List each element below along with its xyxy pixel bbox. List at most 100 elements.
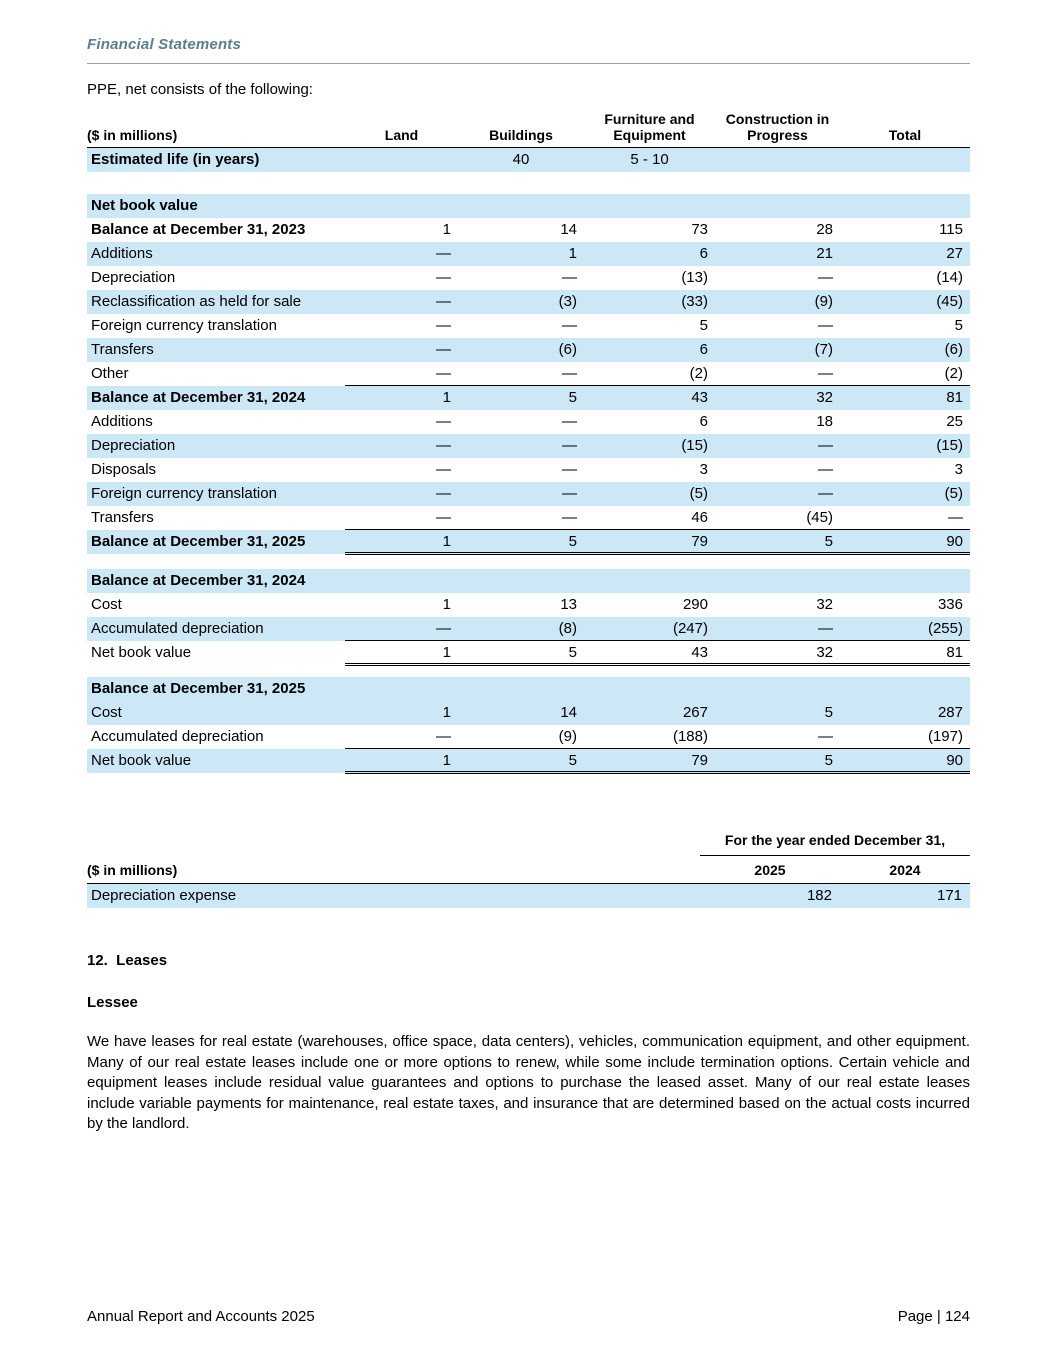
- cell-value: 182: [806, 887, 832, 905]
- table-row: Cost 1 13 290 32 336: [87, 593, 970, 617]
- row-label: Reclassification as held for sale: [91, 293, 302, 310]
- cell-value: [345, 569, 458, 593]
- cell-value: —: [436, 317, 451, 334]
- row-label: Additions: [91, 245, 153, 262]
- row-label: Balance at December 31, 2024: [91, 389, 306, 406]
- cell-value: 1: [442, 704, 451, 721]
- table-row: Net book value: [87, 193, 970, 218]
- year-span-header: For the year ended December 31,: [700, 830, 971, 856]
- cell-value: (8): [458, 616, 584, 641]
- ppe-table: ($ in millions) Land Buildings Furniture…: [87, 111, 970, 774]
- cell-value: —: [436, 293, 451, 310]
- cell-value: —: [436, 245, 451, 262]
- cell-value: 28: [816, 221, 833, 238]
- cell-value: —: [562, 461, 577, 478]
- cell-value: (188): [584, 724, 715, 749]
- cell-value: 5 - 10: [630, 151, 669, 169]
- header-row: ($ in millions) 2025 2024: [87, 855, 971, 884]
- row-label: Depreciation expense: [91, 887, 237, 905]
- cell-value: (2): [840, 361, 970, 386]
- cell-value: (14): [936, 269, 963, 286]
- row-label: Foreign currency translation: [91, 485, 277, 502]
- footer-report-title: Annual Report and Accounts 2025: [87, 1308, 315, 1325]
- cell-value: 6: [699, 413, 708, 430]
- cell-value: —: [562, 413, 577, 430]
- column-header-land: Land: [345, 111, 458, 148]
- cell-value: 25: [946, 413, 963, 430]
- cell-value: —: [715, 724, 840, 749]
- cell-value: 1: [442, 221, 451, 238]
- spacer-row: [87, 171, 970, 194]
- cell-value: —: [436, 269, 451, 286]
- cell-value: 5: [458, 640, 584, 666]
- cell-value: —: [436, 461, 451, 478]
- cell-value: —: [818, 269, 833, 286]
- row-label: Balance at December 31, 2024: [91, 572, 306, 589]
- page-footer: Annual Report and Accounts 2025 Page | 1…: [87, 1308, 970, 1325]
- row-label: Cost: [91, 596, 122, 613]
- cell-value: —: [818, 485, 833, 502]
- cell-value: —: [562, 269, 577, 286]
- cell-value: 287: [937, 704, 963, 721]
- cell-value: 46: [584, 505, 715, 530]
- ppe-table-header: ($ in millions) Land Buildings Furniture…: [87, 111, 970, 148]
- cell-value: —: [818, 437, 833, 454]
- column-header-furniture-equipment: Furniture and Equipment: [584, 111, 715, 148]
- cell-value: (33): [681, 293, 708, 310]
- row-label: Accumulated depreciation: [91, 728, 264, 745]
- column-header-2024: 2024: [840, 855, 971, 884]
- table-row: Balance at December 31, 2023 1 14 73 28 115: [87, 218, 970, 242]
- cell-value: 267: [682, 704, 708, 721]
- cell-value: (5): [944, 485, 963, 502]
- cell-value: (3): [558, 293, 577, 310]
- cell-value: [840, 148, 970, 172]
- row-label: Transfers: [91, 341, 154, 358]
- cell-value: 171: [936, 887, 963, 905]
- row-label: Foreign currency translation: [91, 317, 277, 334]
- row-label: Balance at December 31, 2025: [91, 533, 306, 550]
- cell-value: (7): [814, 341, 833, 358]
- cell-value: 79: [584, 529, 715, 555]
- cell-value: 5: [699, 317, 708, 334]
- row-label: Net book value: [91, 644, 192, 661]
- table-row: Transfers — (6) 6 (7) (6): [87, 337, 970, 362]
- column-header-2025: 2025: [700, 855, 840, 884]
- cell-value: —: [345, 361, 458, 386]
- row-label: Additions: [91, 413, 153, 430]
- cell-value: 18: [816, 413, 833, 430]
- row-label: Cost: [91, 704, 122, 721]
- cell-value: [345, 677, 458, 701]
- cell-value: 1: [568, 245, 577, 262]
- leases-heading: 12. Leases: [87, 952, 168, 969]
- cell-value: (2): [584, 361, 715, 386]
- cell-value: —: [436, 341, 451, 358]
- cell-value: 90: [840, 748, 970, 774]
- table-row: Disposals — — 3 — 3: [87, 458, 970, 482]
- document-header: Financial Statements: [87, 36, 970, 64]
- cell-value: (255): [840, 616, 970, 641]
- row-label: Balance at December 31, 2025: [91, 680, 306, 697]
- row-label: Balance at December 31, 2023: [91, 221, 306, 238]
- table-row: Transfers — —46 (45) —: [87, 505, 970, 530]
- cell-value: —: [458, 505, 584, 530]
- cell-value: 336: [937, 596, 963, 613]
- table-row: Other — — (2) — (2): [87, 361, 970, 386]
- spacer-cell: [87, 664, 970, 677]
- cell-value: 5: [568, 389, 577, 407]
- cell-value: 1: [345, 640, 458, 666]
- cell-value: 1: [345, 748, 458, 774]
- table-row: Foreign currency translation — — (5) — (5): [87, 481, 970, 506]
- cell-value: —: [458, 361, 584, 386]
- cell-value: —: [818, 461, 833, 478]
- cell-value: 1: [442, 596, 451, 613]
- table-row: Depreciation — — (15) — (15): [87, 433, 970, 458]
- table-row: Net book value 1 5 79 5 90: [87, 748, 970, 774]
- cell-value: (45): [715, 505, 840, 530]
- column-header-buildings: Buildings: [458, 111, 584, 148]
- cell-value: 1: [345, 529, 458, 555]
- ppe-table-body: Estimated life (in years) 40 5 - 10 Net boo…: [87, 147, 970, 774]
- cell-value: 14: [560, 704, 577, 721]
- cell-value: [584, 677, 715, 701]
- spacer-cell: [87, 553, 970, 569]
- cell-value: 13: [560, 596, 577, 613]
